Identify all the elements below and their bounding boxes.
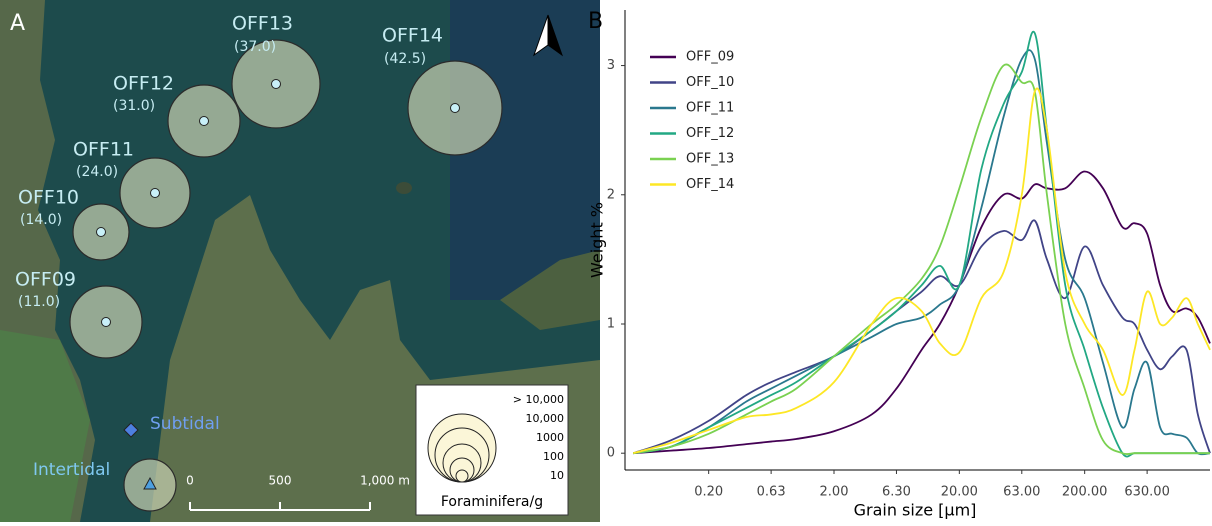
panel-label: B xyxy=(588,9,603,34)
station-value: (14.0) xyxy=(20,212,62,228)
site-label: Intertidal xyxy=(33,460,110,480)
station-name: OFF09 xyxy=(15,269,76,291)
x-tick-label: 2.00 xyxy=(820,485,849,500)
north-arrow xyxy=(547,14,563,57)
station-value: (42.5) xyxy=(384,51,426,67)
x-tick-label: 6.30 xyxy=(882,485,911,500)
islet xyxy=(396,182,412,194)
legend-circle xyxy=(455,469,469,483)
x-axis-title: Grain size [µm] xyxy=(854,501,977,520)
x-tick-label: 63.00 xyxy=(1003,485,1040,500)
legend-label: OFF_10 xyxy=(686,75,734,90)
station-marker xyxy=(199,116,209,126)
y-tick-label: 1 xyxy=(607,316,615,331)
map-panel: A OFF13 (37.0) OFF14 (42.5) OFF12 (31.0)… xyxy=(0,0,600,522)
chart-panel: B Weight % Grain size [µm] 0 1 2 3 0.20 0.63 2… xyxy=(588,9,1211,520)
fields xyxy=(0,330,90,522)
station-name: OFF12 xyxy=(113,73,174,95)
station-dots xyxy=(96,79,460,327)
station-value: (37.0) xyxy=(234,39,276,55)
series-line xyxy=(633,63,1210,456)
station-marker xyxy=(96,227,106,237)
y-axis-title: Weight % xyxy=(588,202,607,278)
panel-label: A xyxy=(10,11,25,36)
legend-label: OFF_14 xyxy=(686,177,734,192)
x-tick-label: 20.00 xyxy=(941,485,978,500)
station-marker xyxy=(150,188,160,198)
station-name: OFF14 xyxy=(382,25,443,47)
x-tick-label: 630.00 xyxy=(1124,485,1170,500)
scale-bar: 0 500 1,000 m xyxy=(186,474,410,511)
scale-label: 0 xyxy=(186,474,194,488)
land-east xyxy=(500,250,600,330)
site-label: Subtidal xyxy=(150,414,220,434)
y-tick-label: 2 xyxy=(607,187,615,202)
station-value: (31.0) xyxy=(113,98,155,114)
series-line xyxy=(633,170,1211,455)
legend-label: 10,000 xyxy=(526,412,565,425)
station-value: (24.0) xyxy=(76,164,118,180)
legend-label: OFF_09 xyxy=(686,50,734,65)
legend-label: 1000 xyxy=(536,431,564,444)
legend-label: 10 xyxy=(550,469,564,482)
station-marker xyxy=(450,103,460,113)
series-line xyxy=(633,30,1210,458)
legend-label: OFF_12 xyxy=(686,126,734,141)
station-marker xyxy=(271,79,281,89)
station-marker xyxy=(101,317,111,327)
scale-label: 1,000 m xyxy=(360,474,410,488)
y-tick-label: 0 xyxy=(607,446,615,461)
station-name: OFF10 xyxy=(18,187,79,209)
x-tick-label: 200.00 xyxy=(1062,485,1108,500)
station-value: (11.0) xyxy=(18,294,60,310)
legend-title: Foraminifera/g xyxy=(441,494,543,510)
legend-label: OFF_13 xyxy=(686,152,734,167)
x-tick-label: 0.20 xyxy=(694,485,723,500)
station-name: OFF11 xyxy=(73,139,134,161)
x-tick-label: 0.63 xyxy=(757,485,786,500)
legend-label: OFF_11 xyxy=(686,101,734,116)
size-legend: > 10,000 10,000 1000 100 10 Foraminifera… xyxy=(415,384,569,516)
station-name: OFF13 xyxy=(232,13,293,35)
series-line xyxy=(633,49,1211,456)
intertidal-marker xyxy=(143,476,157,490)
scale-label: 500 xyxy=(269,474,292,488)
subtidal-marker xyxy=(123,422,139,438)
series-line xyxy=(632,219,1211,455)
legend-label: > 10,000 xyxy=(513,393,564,406)
series-line xyxy=(632,87,1211,455)
y-tick-label: 3 xyxy=(607,58,615,73)
legend-label: 100 xyxy=(543,450,564,463)
